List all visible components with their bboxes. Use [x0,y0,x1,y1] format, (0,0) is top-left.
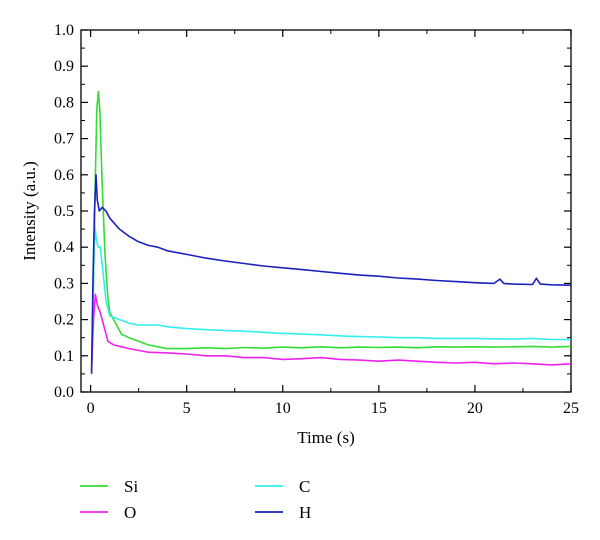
legend-item-si: Si [80,477,138,496]
plot-frame [81,30,571,392]
legend: Si C O H [80,477,311,522]
series-line-o [92,294,571,370]
legend-item-h: H [255,503,311,522]
legend-item-c: C [255,477,310,496]
x-tick-label: 10 [275,400,291,417]
x-tick-label: 0 [87,400,95,417]
legend-label: Si [124,477,138,496]
y-tick-label: 0.1 [54,348,74,365]
y-tick-label: 0.6 [54,167,74,184]
legend-label: H [299,503,311,522]
legend-item-o: O [80,503,136,522]
x-tick-label: 5 [183,400,191,417]
y-tick-label: 0.2 [54,312,74,329]
y-tick-label: 0.3 [54,275,74,292]
y-tick-label: 0.5 [54,203,74,220]
y-tick-label: 0.0 [54,384,74,401]
legend-label: C [299,477,310,496]
series-line-si [92,92,571,371]
series-line-h [92,175,571,374]
series-line-c [92,226,571,364]
y-tick-label: 0.4 [54,239,74,256]
y-tick-label: 0.7 [54,131,74,148]
y-tick-label: 0.9 [54,58,74,75]
x-tick-label: 15 [371,400,387,417]
series-layer [92,92,571,374]
y-tick-label: 0.8 [54,94,74,111]
x-tick-label: 25 [563,400,579,417]
legend-label: O [124,503,136,522]
y-axis-label: Intensity (a.u.) [20,161,39,261]
x-tick-label: 20 [467,400,483,417]
x-axis-label: Time (s) [297,428,354,447]
y-tick-label: 1.0 [54,22,74,39]
